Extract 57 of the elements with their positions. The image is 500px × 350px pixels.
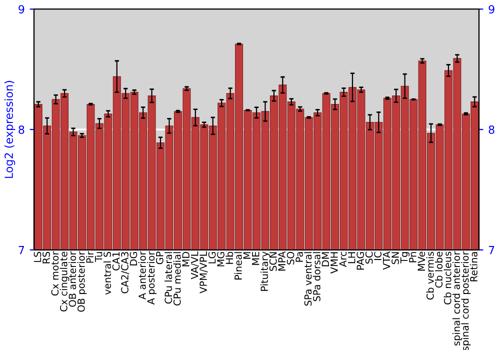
x-tick-label: A posterior xyxy=(147,251,156,305)
x-tick-label: LS xyxy=(34,252,42,262)
x-tick-label: SC xyxy=(365,252,373,264)
x-tick-label: Cx motor xyxy=(51,251,59,296)
x-tick-label: VPM/VPL xyxy=(200,251,208,294)
x-tick-label: Cb lobe xyxy=(435,252,443,288)
x-tick-label: Pineal xyxy=(234,252,242,280)
x-tick-label: A anterior xyxy=(138,251,146,300)
x-tick-label: ventral S xyxy=(103,252,111,295)
x-tick-label: DM xyxy=(322,252,329,266)
x-tick-label: Cb nucleus xyxy=(444,252,452,304)
x-tick-label: DG xyxy=(130,252,138,266)
x-tick-label: CPu lateral xyxy=(164,252,172,304)
x-tick-label: Pa xyxy=(296,252,303,262)
x-tick-label: Hb xyxy=(226,252,234,264)
x-tick-label: MD xyxy=(182,252,190,266)
x-tick-label: Cb vermis xyxy=(426,252,434,300)
y-tick-label: 7 xyxy=(18,246,24,254)
y2-tick-label: 8 xyxy=(488,125,494,134)
x-tick-label: SCN xyxy=(269,252,277,271)
x-tick-label: spinal cord anterior xyxy=(452,251,462,346)
x-tick-label: VMH xyxy=(330,252,338,274)
x-tick-label: PAG xyxy=(356,252,364,270)
x-tick-label: SO xyxy=(286,252,294,264)
x-tick-label: VA/VL xyxy=(191,251,200,280)
x-tick-label: CPu medial xyxy=(173,252,181,306)
y-tick-label: 9 xyxy=(18,5,24,14)
x-tick-label: OB posterior xyxy=(77,251,87,312)
x-tick-label: CA2/CA3 xyxy=(121,252,130,294)
x-tick-label: OB anterior xyxy=(68,251,76,307)
x-tick-label: SN xyxy=(392,252,399,264)
x-tick-label: Cx cingulate xyxy=(60,252,70,312)
x-tick-label: MG xyxy=(217,252,224,266)
x-tick-label: MVe xyxy=(418,252,426,271)
y-tick-label: 8 xyxy=(18,125,24,134)
x-tick-label: M xyxy=(243,252,250,259)
x-tick-label: LH xyxy=(348,252,356,264)
x-tick-label: Pituitary xyxy=(260,252,270,291)
x-tick-label: Retina xyxy=(470,252,478,282)
x-tick-label: Arc xyxy=(339,252,347,267)
x-tick-label: IC xyxy=(374,252,382,260)
x-tick-label: GP xyxy=(156,252,164,264)
x-tick-label: SPa dorsal xyxy=(312,252,320,302)
x-tick-label: VTA xyxy=(382,251,390,270)
x-tick-label: CA1 xyxy=(112,252,120,270)
x-tick-label: Tu xyxy=(95,252,102,262)
x-tick-label: MPA xyxy=(278,251,286,271)
y2-tick-label: 7 xyxy=(488,246,494,254)
x-tick-label: ME xyxy=(252,252,260,265)
x-tick-label: Tg xyxy=(400,252,410,264)
y2-tick-label: 9 xyxy=(488,5,494,14)
x-tick-label: Pir xyxy=(86,251,94,263)
x-tick-label: Pn xyxy=(409,252,416,262)
x-tick-label: RS xyxy=(42,252,50,264)
y-axis-title: Log2 (expression) xyxy=(4,80,16,178)
x-tick-label: LG xyxy=(208,252,216,264)
x-tick-label: SPa ventral xyxy=(304,252,312,306)
